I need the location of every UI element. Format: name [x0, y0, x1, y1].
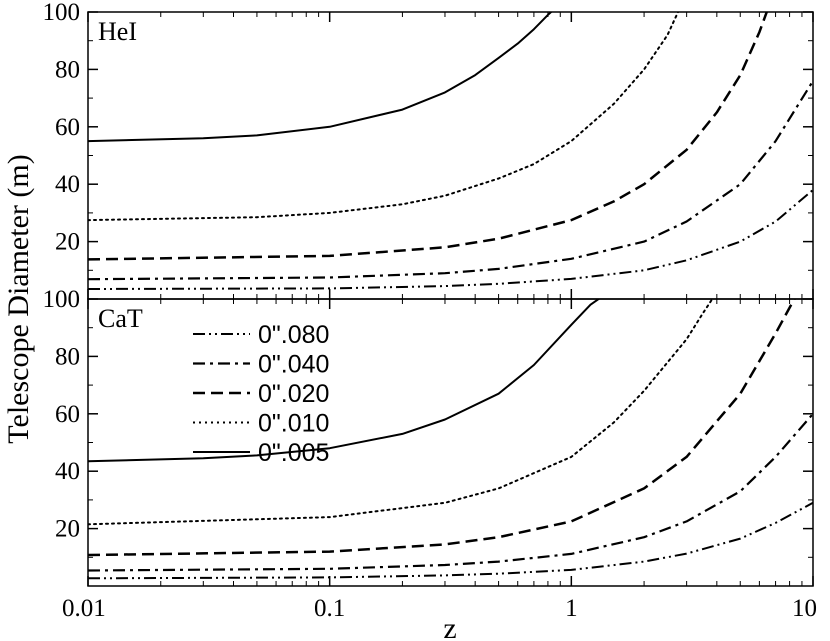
x-tick-label: 0.1: [314, 595, 345, 622]
x-axis-title: z: [443, 612, 456, 641]
y-tick-label: 80: [55, 56, 80, 83]
y-tick-label: 40: [55, 458, 80, 485]
y-axis-title: Telescope Diameter (m): [2, 154, 35, 443]
series-line-HeI-solid: [88, 12, 553, 143]
top-panel-frame: [87, 11, 814, 300]
legend-label: 0".020: [258, 380, 329, 408]
y-tick-label: 100: [43, 286, 81, 313]
series-line-CaT-dash-dot: [88, 413, 813, 572]
series-line-CaT-dash-dot-dot: [88, 501, 813, 580]
y-tick-label: 40: [55, 171, 80, 198]
series-line-HeI-dashed: [88, 12, 769, 261]
y-tick-label: 20: [55, 516, 80, 543]
y-tick-label: 100: [43, 0, 81, 26]
curves-layer: [88, 12, 813, 580]
series-line-HeI-dotted: [88, 12, 680, 222]
x-tick-label: 10: [792, 595, 817, 622]
series-line-HeI-dash-dot: [88, 80, 813, 281]
y-tick-label: 80: [55, 343, 80, 370]
y-tick-label: 60: [55, 401, 80, 428]
legend-label: 0".080: [258, 321, 329, 349]
legend-label: 0".040: [258, 351, 329, 379]
series-line-CaT-dotted: [88, 299, 714, 526]
y-tick-label: 60: [55, 114, 80, 141]
y-tick-label: 20: [55, 229, 80, 256]
series-line-CaT-solid: [88, 299, 601, 463]
series-line-CaT-dashed: [88, 299, 796, 557]
x-tick-label: 0.01: [62, 595, 106, 622]
panel-label-top: HeI: [98, 17, 137, 46]
panel-label-bottom: CaT: [98, 304, 143, 333]
legend-label: 0".005: [258, 439, 329, 467]
series-line-HeI-dash-dot-dot: [88, 189, 813, 290]
tick-layer: 0.01 0.1 1 10 20 40 60 80 100 20 40 60 80 100: [43, 0, 818, 622]
x-tick-label: 1: [565, 595, 578, 622]
legend-label: 0".010: [258, 410, 329, 438]
